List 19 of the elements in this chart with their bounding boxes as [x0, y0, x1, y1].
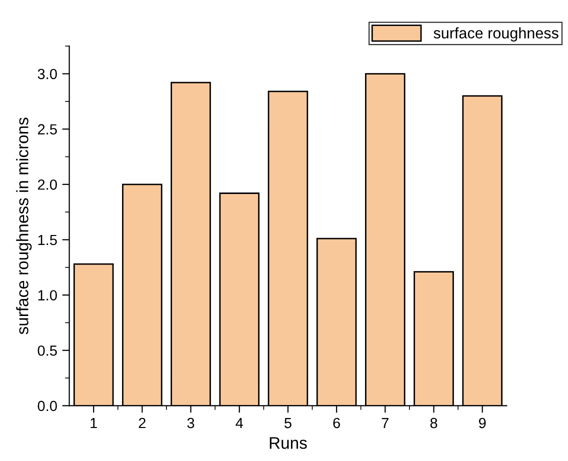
y-tick-label: 0.0 — [38, 400, 57, 412]
y-tick-label: 2.5 — [38, 124, 57, 135]
x-tick-label: 5 — [284, 418, 292, 428]
y-tick-label: 1.5 — [38, 234, 57, 246]
x-tick-label: 7 — [382, 418, 388, 428]
y-tick-label: 2.0 — [38, 180, 57, 190]
x-tick-label: 2 — [138, 418, 146, 428]
y-axis-title: surface roughness in microns — [16, 118, 32, 334]
y-tick-label: 0.5 — [38, 345, 57, 356]
y-tick-label: 1.0 — [38, 290, 57, 300]
x-tick-label: 8 — [430, 418, 438, 428]
legend-label: surface roughness — [434, 27, 558, 42]
x-tick-label: 6 — [333, 418, 340, 428]
x-tick-label: 9 — [478, 418, 486, 428]
y-tick-label: 3.0 — [38, 68, 57, 80]
x-tick-label: 1 — [90, 418, 97, 428]
x-axis-title: Runs — [270, 437, 307, 449]
x-tick-label: 4 — [236, 418, 244, 428]
x-tick-label: 3 — [187, 418, 194, 428]
